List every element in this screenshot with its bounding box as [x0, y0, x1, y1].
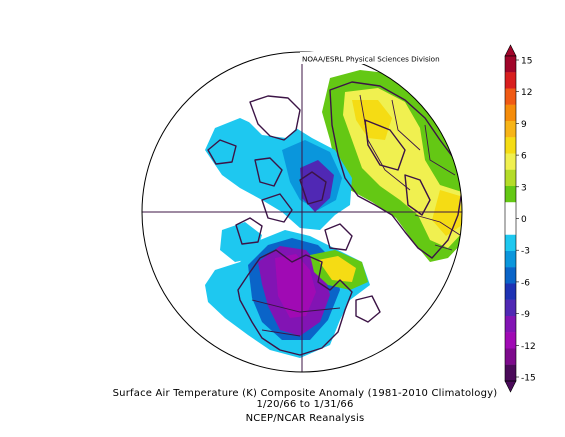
colorbar-segment — [505, 267, 516, 284]
colorbar-tick-label: 6 — [521, 152, 527, 162]
colorbar-segment — [505, 348, 516, 365]
colorbar-segment — [505, 88, 516, 105]
coastlines — [207, 81, 462, 356]
figure-title: Surface Air Temperature (K) Composite An… — [112, 388, 498, 399]
colorbar-tick-label: -15 — [521, 374, 536, 384]
figure-dates: 1/20/66 to 1/31/66 — [256, 399, 354, 410]
political-borders — [251, 94, 461, 337]
colorbar-tick-label: 12 — [521, 88, 532, 98]
colorbar-segment — [505, 186, 516, 203]
colorbar-tick-label: 3 — [521, 183, 527, 193]
colorbar: 15 12 9 6 3 0 -3 -6 -9 -12 -15 — [504, 44, 536, 393]
colorbar-segment — [505, 283, 516, 300]
cold-extreme-region-north-america — [275, 254, 316, 318]
figure-source: NCEP/NCAR Reanalysis — [245, 413, 365, 424]
colorbar-tick-label: -9 — [521, 310, 530, 320]
attribution-background — [300, 52, 465, 64]
colorbar-segment — [505, 169, 516, 187]
colorbar-segment — [505, 251, 516, 268]
colorbar-segment — [505, 316, 516, 333]
warm-core-region-hudson-bay — [318, 256, 356, 282]
colorbar-segment — [505, 153, 516, 170]
colorbar-tick-label: -3 — [521, 247, 530, 257]
colorbar-segment — [505, 364, 516, 382]
colorbar-segment — [505, 332, 516, 349]
colorbar-segment — [505, 72, 516, 89]
warm-peak-region-eurasia — [352, 100, 392, 140]
colorbar-tick-label: -12 — [521, 342, 536, 352]
colorbar-tick-label: 9 — [521, 120, 527, 130]
colorbar-segment — [505, 137, 516, 154]
colorbar-arrow-max — [504, 44, 517, 57]
colorbar-segment — [505, 299, 516, 317]
colorbar-segment — [505, 202, 516, 219]
colorbar-tick-label: 15 — [521, 57, 532, 67]
colorbar-segment — [505, 104, 516, 122]
colorbar-segment — [505, 56, 516, 73]
cold-anomaly-region-greenland — [245, 102, 300, 138]
colorbar-tick-label: -6 — [521, 278, 530, 288]
colorbar-tick-label: 0 — [521, 215, 527, 225]
colorbar-segment — [505, 121, 516, 138]
colorbar-segment — [505, 234, 516, 252]
cold-deep-region-arctic — [300, 160, 334, 212]
colorbar-segment — [505, 218, 516, 235]
polar-map — [141, 51, 463, 373]
attribution-label: NOAA/ESRL Physical Sciences Division — [302, 55, 440, 64]
